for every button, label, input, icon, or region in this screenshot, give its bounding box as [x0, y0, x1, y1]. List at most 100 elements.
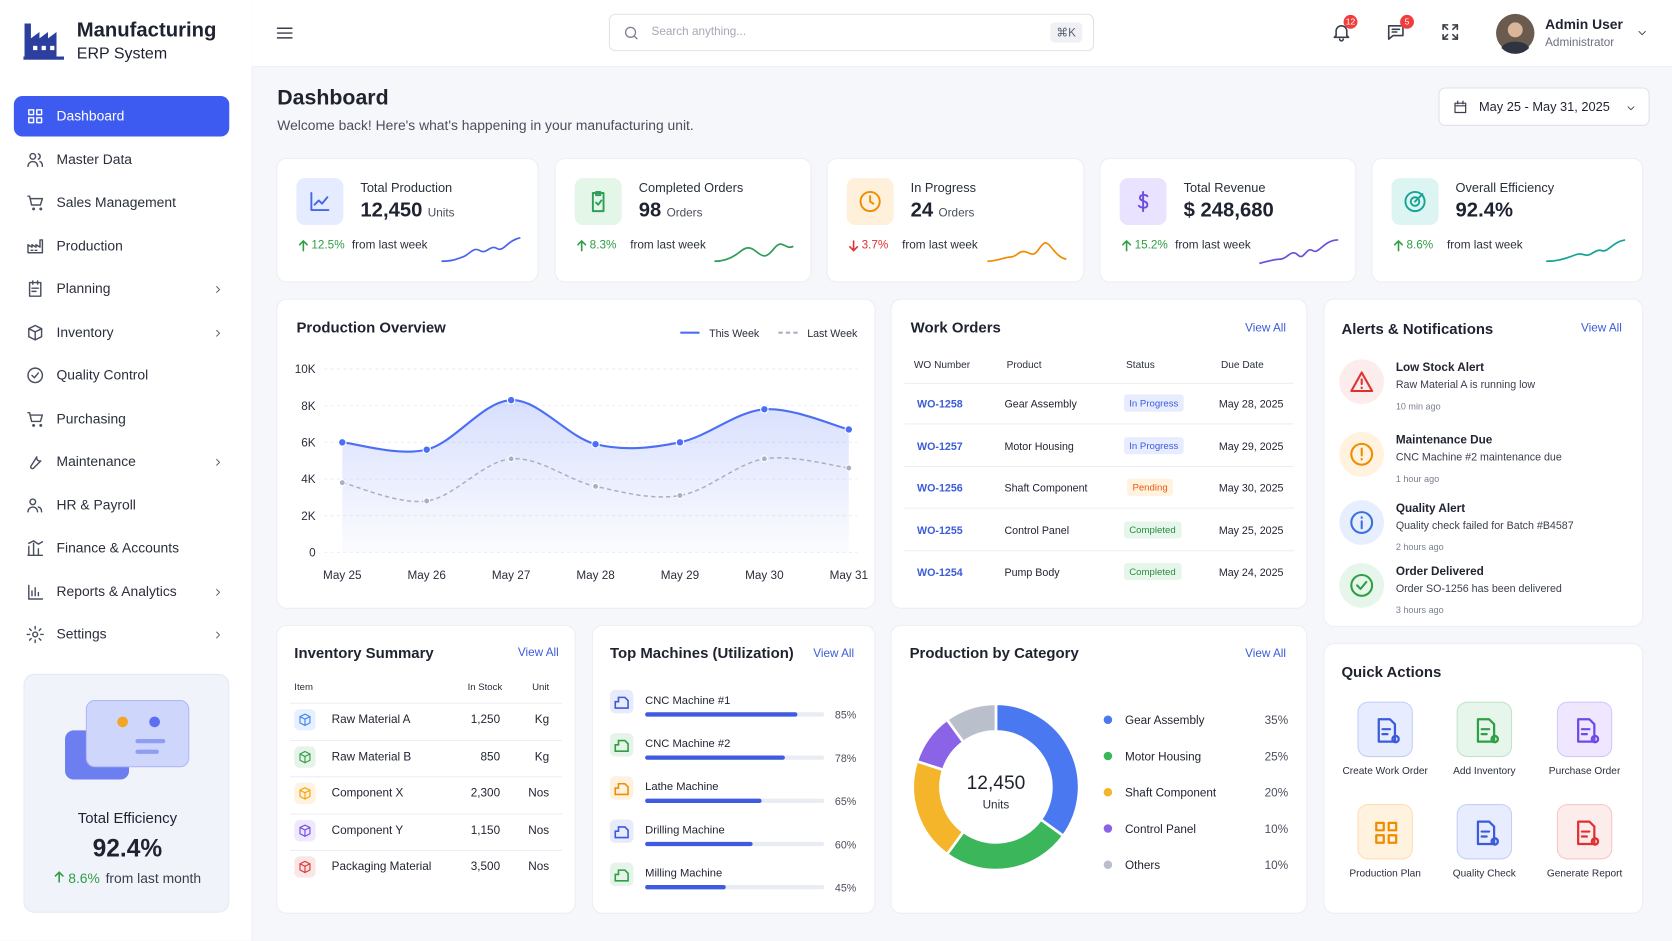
wo-number[interactable]: WO-1258 [917, 398, 963, 411]
icon-stroke [216, 329, 220, 337]
kpi-change: 12.5% [311, 238, 345, 252]
sparkline [1546, 239, 1626, 263]
value-label: 85% [835, 710, 857, 722]
x-tick-label: May 27 [492, 569, 530, 582]
item-unit: Kg [534, 713, 550, 727]
menu-label[interactable]: Purchasing [56, 410, 126, 426]
date-picker[interactable]: May 25 - May 31, 2025 [1438, 87, 1650, 126]
column-header: Status [1126, 359, 1155, 372]
quick-action-label[interactable]: Quality Check [1452, 867, 1516, 880]
view-all-link[interactable]: View All [1581, 322, 1622, 335]
menu-item[interactable]: Purchasing [14, 398, 229, 439]
quick-action-glyph [1577, 718, 1600, 744]
menu-label[interactable]: HR & Payroll [56, 496, 136, 513]
y-tick-label: 2K [301, 510, 316, 523]
kpi-unit: Orders [666, 206, 703, 220]
wo-product: Motor Housing [1004, 440, 1074, 453]
wo-number[interactable]: WO-1257 [917, 440, 963, 453]
value-label: 10% [1265, 859, 1288, 872]
menu-item[interactable]: HR & Payroll [14, 485, 229, 526]
menu-label[interactable]: Maintenance [56, 453, 136, 470]
efficiency-change: 8.6% [68, 870, 100, 887]
menu-item[interactable]: Inventory [14, 312, 229, 353]
notification-badge: 12 [1343, 14, 1358, 29]
wo-number[interactable]: WO-1256 [917, 483, 963, 495]
view-all-link[interactable]: View All [517, 646, 559, 659]
icon-stroke [1476, 820, 1496, 846]
menu-label[interactable]: Planning [56, 280, 111, 297]
efficiency-note: from last month [105, 870, 202, 887]
kpi-note: from last week [351, 238, 428, 252]
menu-item[interactable]: Production [14, 226, 229, 267]
menu-item[interactable]: Planning [14, 269, 229, 310]
menu-label[interactable]: Finance & Accounts [56, 539, 180, 556]
menu-item[interactable]: Sales Management [14, 182, 229, 223]
legend-dot [1103, 751, 1113, 761]
menu-label[interactable]: Settings [56, 625, 107, 642]
efficiency-card: Total Efficiency 92.4% 8.6% from last month [23, 673, 230, 913]
quick-action-label[interactable]: Purchase Order [1548, 765, 1621, 778]
menu-item[interactable]: Quality Control [14, 355, 229, 396]
quick-action-button[interactable] [1556, 701, 1613, 758]
menu-label[interactable]: Production [56, 237, 123, 254]
kpi-value: 24 [910, 199, 934, 222]
icon-stroke [29, 152, 37, 160]
icon-stroke [39, 423, 43, 427]
menu-icon [28, 280, 42, 297]
icon-stroke [37, 505, 43, 513]
view-all-link[interactable]: View All [1245, 322, 1286, 335]
column-header: Due Date [1220, 359, 1264, 372]
quick-action-button[interactable] [1357, 804, 1413, 860]
data-point [338, 479, 346, 487]
wo-number[interactable]: WO-1255 [917, 525, 963, 537]
legend-dot [1103, 824, 1113, 833]
chevron-icon [1627, 106, 1635, 111]
quick-action-label[interactable]: Production Plan [1349, 867, 1421, 880]
menu-toggle[interactable] [275, 23, 294, 42]
menu-item[interactable]: Master Data [14, 139, 229, 180]
icon-stroke [1442, 33, 1449, 40]
view-all-link[interactable]: View All [1245, 647, 1286, 661]
fullscreen-button[interactable] [1440, 21, 1461, 42]
kpi-icon [574, 178, 622, 225]
quick-action-label[interactable]: Create Work Order [1342, 765, 1428, 778]
table-rule [904, 507, 1294, 509]
alert-time: 2 hours ago [1395, 541, 1444, 553]
icon-stroke [27, 160, 39, 167]
icon-stroke [1442, 24, 1449, 31]
quick-action-button[interactable] [1556, 804, 1613, 860]
wo-number[interactable]: WO-1254 [917, 567, 963, 580]
category-label: CNC Machine #2 [645, 738, 730, 750]
icon-stroke [39, 207, 43, 211]
search-box[interactable]: Search anything... ⌘K [608, 13, 1095, 52]
quick-action-button[interactable] [1456, 804, 1513, 860]
wo-product: Shaft Component [1004, 483, 1088, 495]
user-menu-chevron[interactable] [1636, 27, 1649, 40]
quick-action-glyph [1375, 821, 1398, 844]
chevron-icon [216, 286, 220, 293]
category-label: Lathe Machine [645, 781, 718, 793]
menu-item[interactable]: Settings [14, 614, 229, 655]
menu-label[interactable]: Quality Control [56, 366, 149, 383]
value-label: 25% [1265, 750, 1288, 763]
menu-item[interactable]: Reports & Analytics [14, 571, 229, 612]
kpi-change: 8.6% [1406, 238, 1434, 252]
quick-action-button[interactable] [1357, 701, 1413, 758]
menu-label[interactable]: Master Data [56, 150, 133, 167]
quick-action-label[interactable]: Add Inventory [1453, 765, 1516, 778]
quick-action-button[interactable] [1456, 701, 1513, 758]
menu-item[interactable]: Finance & Accounts [14, 528, 229, 569]
alert-icon [1339, 359, 1385, 405]
data-point [760, 405, 769, 414]
menu-item[interactable]: Dashboard [13, 95, 230, 137]
menu-label[interactable]: Inventory [56, 323, 114, 340]
menu-label[interactable]: Dashboard [56, 107, 125, 124]
menu-icon [27, 367, 44, 384]
menu-label[interactable]: Reports & Analytics [56, 582, 177, 599]
view-all-link[interactable]: View All [813, 647, 855, 661]
quick-action-label[interactable]: Generate Report [1546, 867, 1623, 880]
menu-item[interactable]: Maintenance [14, 441, 229, 482]
menu-icon [26, 625, 44, 644]
notifications-button[interactable] [1331, 21, 1352, 42]
menu-label[interactable]: Sales Management [56, 194, 176, 211]
